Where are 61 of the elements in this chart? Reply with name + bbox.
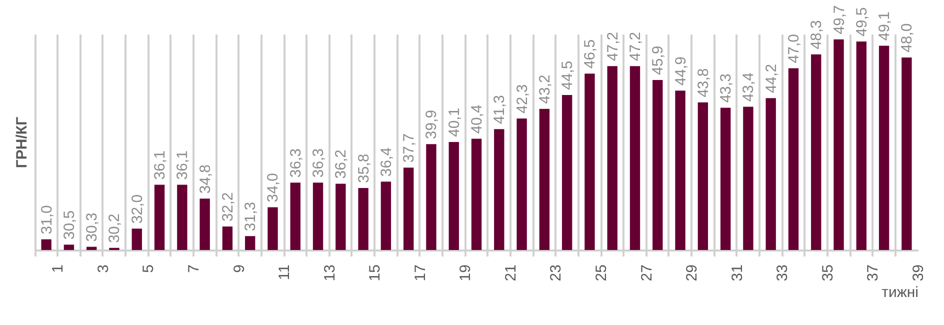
x-tick-label: 35	[819, 264, 836, 282]
data-label: 46,5	[582, 39, 599, 69]
data-label: 47,2	[626, 32, 644, 62]
x-tick-label: 21	[502, 264, 520, 282]
data-label: 32,2	[219, 192, 236, 222]
data-label: 43,8	[694, 68, 712, 98]
x-tick-label: 1	[50, 264, 67, 273]
data-label: 36,4	[378, 147, 395, 177]
data-label: 36,2	[332, 150, 350, 179]
data-label: 48,3	[808, 20, 826, 50]
data-label: 34,0	[264, 173, 282, 202]
data-label: 37,7	[400, 133, 418, 163]
y-axis-title: ГРН/КГ	[14, 116, 30, 168]
data-label: 47,0	[785, 34, 802, 64]
x-axis-title: тижні	[882, 284, 918, 302]
data-label: 44,5	[559, 60, 576, 90]
x-tick-label: 11	[276, 264, 294, 280]
x-tick-label: 29	[684, 264, 701, 282]
data-label: 44,2	[762, 64, 780, 94]
x-tick-label: 9	[230, 264, 248, 273]
data-label: 30,5	[60, 210, 78, 240]
data-label: 36,3	[310, 148, 328, 178]
x-tick-label: 5	[140, 264, 158, 273]
data-label: 40,4	[468, 104, 486, 134]
data-label: 48,0	[898, 23, 916, 53]
x-tick-label: 37	[864, 264, 882, 282]
x-tick-label: 23	[548, 264, 565, 282]
data-label: 43,3	[718, 74, 735, 103]
data-label: 30,2	[106, 214, 124, 243]
x-tick-label: 19	[457, 264, 474, 282]
data-label: 31,3	[242, 202, 260, 232]
data-label: 40,1	[446, 108, 463, 137]
x-tick-label: 25	[593, 264, 610, 282]
data-label: 34,8	[196, 164, 214, 194]
data-label: 43,4	[740, 72, 758, 102]
x-tick-label: 15	[366, 264, 384, 282]
data-label: 31,0	[38, 205, 56, 234]
data-label: 41,3	[491, 94, 508, 124]
x-tick-label: 17	[412, 264, 429, 282]
data-label: 30,3	[84, 212, 101, 242]
data-label: 44,9	[672, 56, 690, 86]
x-tick-label: 33	[774, 264, 792, 282]
x-tick-label: 7	[185, 264, 202, 273]
data-label: 36,1	[152, 150, 169, 180]
data-label: 35,8	[355, 154, 372, 183]
data-label: 47,2	[604, 32, 622, 62]
data-label: 36,1	[174, 150, 192, 180]
x-tick-label: 39	[910, 264, 927, 282]
data-label: 42,3	[514, 84, 531, 114]
data-label: 32,0	[128, 194, 146, 224]
data-label: 49,5	[853, 7, 870, 36]
x-tick-label: 27	[638, 264, 656, 282]
data-label: 39,9	[423, 110, 440, 140]
data-label: 45,9	[650, 46, 667, 75]
data-label: 49,7	[830, 5, 848, 34]
data-label: 49,1	[876, 12, 894, 41]
x-tick-label: 3	[94, 264, 112, 273]
x-tick-label: 13	[321, 264, 338, 282]
x-tick-label: 31	[728, 264, 746, 282]
data-label: 36,3	[287, 148, 304, 178]
data-label: 43,2	[536, 74, 554, 104]
